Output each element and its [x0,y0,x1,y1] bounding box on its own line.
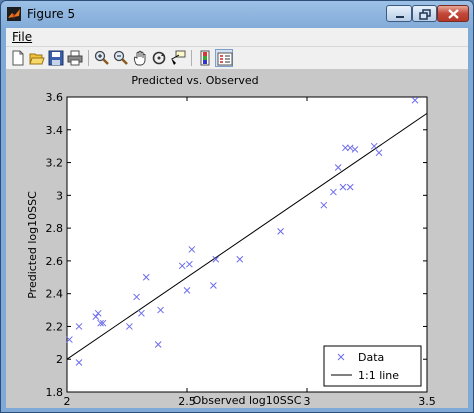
new-figure-button[interactable] [9,49,27,67]
y-tick-label: 2.6 [46,255,64,268]
save-icon [48,50,64,66]
y-tick-label: 2.8 [46,222,64,235]
title-bar[interactable]: Figure 5 [1,1,473,27]
menu-bar: File [6,28,468,47]
close-button[interactable] [437,5,469,22]
figure-toolbar [6,47,468,70]
pan-button[interactable] [131,49,149,67]
colorbar-icon [200,50,210,66]
x-tick-label: 2 [64,395,71,408]
y-tick-label: 2.2 [46,320,64,333]
data-cursor-button[interactable] [169,49,187,67]
zoom-in-icon [94,50,109,65]
legend-box [323,345,422,387]
y-tick-label: 2 [56,353,63,366]
restore-icon [419,9,431,20]
data-point-marker [346,144,354,152]
close-icon [448,9,459,19]
data-point-marker [75,323,83,330]
y-tick-label: 3 [56,189,63,202]
data-point-marker [334,164,342,171]
data-point-marker [94,309,102,317]
zoom-out-icon [113,50,128,65]
rotate-3d-button[interactable] [150,49,168,67]
pan-icon [133,50,146,66]
data-point-marker [236,255,244,263]
data-point-marker [188,246,196,253]
rotate-3d-icon [152,51,166,65]
open-file-button[interactable] [28,49,46,67]
legend-label-line: 1:1 line [358,369,399,382]
minimize-button[interactable] [386,5,412,22]
data-point-marker [133,293,140,301]
x-axis-label: Observed log10SSC [193,394,302,407]
data-point-marker [339,183,347,191]
data-point-marker [157,306,164,314]
new-figure-icon [12,50,24,66]
figure-canvas: Predicted vs. Observed 2 2.5 3 3.5 1.8 2 2.2 2.… [6,70,468,408]
print-icon [67,50,83,66]
y-tick-label: 3.6 [46,91,64,104]
print-button[interactable] [66,49,84,67]
data-point-marker [375,149,383,157]
window-title: Figure 5 [27,7,76,21]
window-client: File [6,28,468,408]
data-point-marker [66,336,73,343]
data-point-marker [75,359,83,366]
data-cursor-icon [171,50,186,65]
legend-x-marker [337,353,345,361]
data-point-marker [411,96,419,104]
x-tick-label: 2.5 [178,395,196,408]
data-point-marker [138,309,145,317]
data-point-marker [142,273,150,281]
data-point-marker [154,341,162,348]
data-point-marker [186,260,193,268]
chart-title: Predicted vs. Observed [131,74,258,87]
legend-label-data: Data [358,351,384,364]
menu-file[interactable]: File [12,30,33,44]
data-point-marker [342,144,349,152]
data-point-marker [320,201,328,209]
axes-box [66,96,428,393]
data-point-marker [370,142,378,150]
data-point-marker [183,287,191,294]
legend-button[interactable] [215,49,233,67]
data-point-marker [330,188,337,196]
zoom-in-button[interactable] [93,49,111,67]
y-tick-label: 1.8 [46,386,64,399]
open-file-icon [29,53,45,65]
data-point-marker [99,319,107,327]
legend[interactable]: Data 1:1 line [323,345,422,387]
legend-data-marker [337,353,345,361]
y-axis-label: Predicted log10SSC [26,191,39,299]
data-point-marker [126,323,133,330]
legend-icon [217,52,233,66]
x-tick-label: 3 [304,395,311,408]
minimize-icon [396,16,404,18]
data-point-marker [351,146,359,153]
data-point-marker [212,255,220,263]
data-point-marker [346,183,354,191]
matlab-icon [7,7,21,21]
toolbar-separator [88,50,89,66]
y-tick-label: 3.2 [46,157,64,170]
save-button[interactable] [47,49,65,67]
maximize-button[interactable] [412,5,437,22]
y-tick-label: 2.4 [46,288,64,301]
one-to-one-line [66,112,428,360]
zoom-out-button[interactable] [112,49,130,67]
data-point-marker [178,262,186,270]
data-point-marker [97,319,104,327]
data-point-marker [277,228,284,235]
colorbar-button[interactable] [196,49,214,67]
toolbar-separator [191,50,192,66]
y-tick-label: 3.4 [46,124,64,137]
data-point-marker [92,313,100,320]
data-point-marker [210,282,217,289]
x-tick-label: 3.5 [418,395,436,408]
scatter-plot: Predicted vs. Observed 2 2.5 3 3.51.822.22.… [26,74,436,408]
